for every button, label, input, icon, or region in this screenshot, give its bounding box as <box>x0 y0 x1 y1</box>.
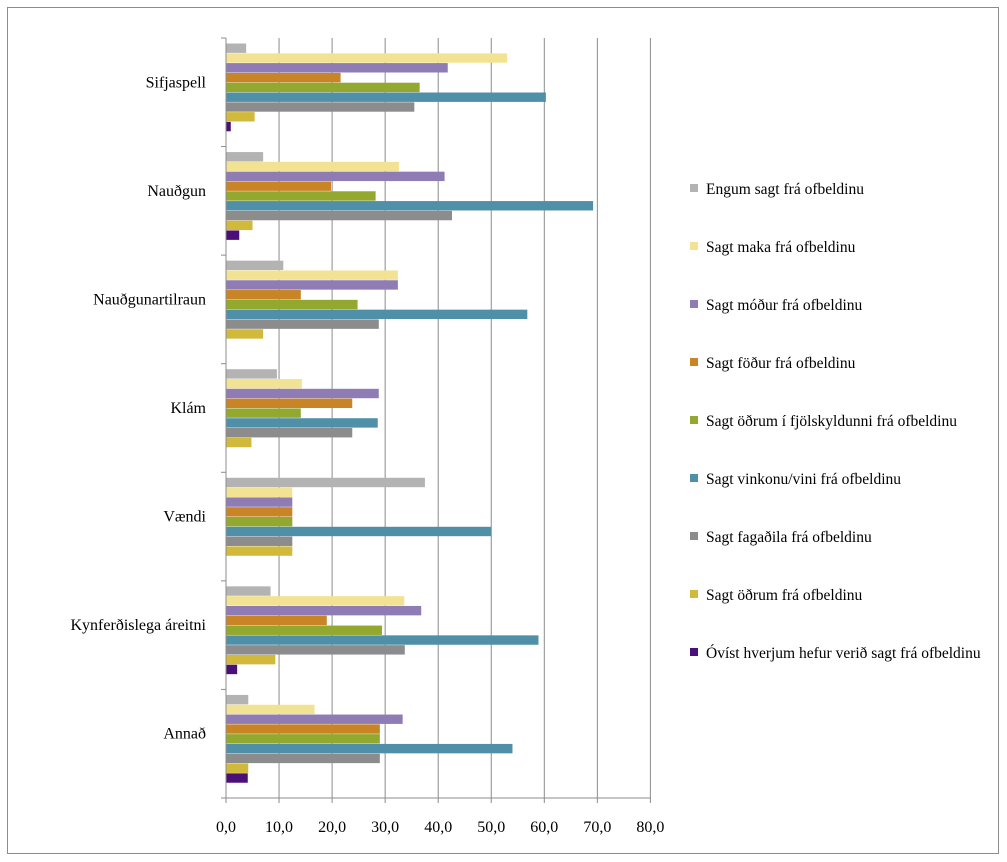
bar-1-1 <box>226 43 247 53</box>
bar-2-1 <box>226 53 508 63</box>
x-tick-label: 10,0 <box>265 819 293 836</box>
legend-swatch <box>690 242 698 250</box>
bar-4-4 <box>226 398 353 409</box>
x-tick-label: 60,0 <box>530 819 558 836</box>
legend-label: Sagt öðrum frá ofbeldinu <box>706 587 863 604</box>
category-label: Nauðgunartilraun <box>93 291 206 308</box>
bar-8-2 <box>226 220 253 231</box>
bar-8-3 <box>226 329 264 339</box>
bar-9-1 <box>226 121 231 132</box>
bar-6-3 <box>226 309 528 320</box>
category-label: Sifjaspell <box>146 74 207 91</box>
bar-4-5 <box>226 507 293 517</box>
chart-frame <box>7 7 999 854</box>
bar-3-2 <box>226 171 445 182</box>
category-label: Vændi <box>163 509 206 526</box>
legend-label: Óvíst hverjum hefur verið sagt frá ofbel… <box>706 645 981 662</box>
bar-3-4 <box>226 388 379 399</box>
bar-6-4 <box>226 418 378 428</box>
legend-swatch <box>690 358 698 366</box>
bar-9-6 <box>226 664 238 675</box>
bar-4-7 <box>226 724 380 734</box>
bar-7-7 <box>226 753 380 764</box>
bar-1-7 <box>226 694 249 705</box>
legend-swatch <box>690 416 698 424</box>
x-tick-label: 70,0 <box>583 819 611 836</box>
bar-6-1 <box>226 92 546 102</box>
category-label: Kynferðislega áreitni <box>71 617 207 634</box>
bar-4-1 <box>226 72 341 83</box>
legend-label: Sagt vinkonu/vini frá ofbeldinu <box>706 471 901 488</box>
legend-label: Sagt fagaðila frá ofbeldinu <box>706 529 872 546</box>
bar-3-5 <box>226 497 293 507</box>
bar-5-7 <box>226 734 380 744</box>
bar-5-3 <box>226 299 358 310</box>
bar-7-3 <box>226 319 379 329</box>
bar-1-2 <box>226 152 264 162</box>
bar-1-5 <box>226 477 425 488</box>
bar-5-4 <box>226 408 301 418</box>
x-tick-label: 50,0 <box>477 819 505 836</box>
bar-1-6 <box>226 586 271 596</box>
legend-label: Sagt móður frá ofbeldinu <box>706 297 863 314</box>
legend-label: Sagt maka frá ofbeldinu <box>706 239 856 256</box>
bar-1-4 <box>226 369 277 379</box>
legend-swatch <box>690 590 698 598</box>
bar-2-6 <box>226 596 405 606</box>
legend-swatch <box>690 532 698 540</box>
bar-9-2 <box>226 230 240 240</box>
bar-4-6 <box>226 615 327 626</box>
bar-7-2 <box>226 210 452 221</box>
bar-7-6 <box>226 645 405 655</box>
bar-6-2 <box>226 201 594 211</box>
bar-4-3 <box>226 290 301 300</box>
bar-8-5 <box>226 546 293 556</box>
x-tick-label: 20,0 <box>318 819 346 836</box>
bar-8-6 <box>226 654 276 665</box>
x-tick-label: 30,0 <box>371 819 399 836</box>
bar-1-3 <box>226 260 284 271</box>
x-tick-label: 80,0 <box>636 819 664 836</box>
bar-5-5 <box>226 516 293 527</box>
legend-swatch <box>690 474 698 482</box>
bar-5-2 <box>226 191 376 201</box>
bar-3-3 <box>226 280 398 290</box>
bar-5-6 <box>226 625 382 635</box>
bar-2-3 <box>226 270 398 280</box>
bar-2-4 <box>226 379 302 389</box>
legend-label: Sagt öðrum í fjölskyldunni frá ofbeldinu <box>706 413 957 430</box>
legend-swatch <box>690 300 698 308</box>
bar-6-6 <box>226 635 539 645</box>
bar-2-5 <box>226 487 293 497</box>
bar-4-2 <box>226 181 332 191</box>
category-label: Annað <box>163 726 206 743</box>
legend-swatch <box>690 184 698 192</box>
bar-8-4 <box>226 437 252 448</box>
bar-8-1 <box>226 112 255 122</box>
bar-3-6 <box>226 605 422 616</box>
category-label: Klám <box>170 400 206 417</box>
bar-6-5 <box>226 526 492 537</box>
bar-6-7 <box>226 743 513 754</box>
bar-3-7 <box>226 714 403 724</box>
bar-7-1 <box>226 102 415 112</box>
bar-2-2 <box>226 161 399 172</box>
bar-7-5 <box>226 536 293 546</box>
legend-label: Sagt föður frá ofbeldinu <box>706 355 856 372</box>
bar-3-1 <box>226 63 448 73</box>
legend-label: Engum sagt frá ofbeldinu <box>706 181 864 198</box>
bar-8-7 <box>226 763 249 773</box>
bar-7-4 <box>226 428 353 438</box>
category-label: Nauðgun <box>147 183 206 200</box>
x-tick-label: 0,0 <box>216 819 236 836</box>
bar-2-7 <box>226 704 315 715</box>
bar-5-1 <box>226 82 420 93</box>
legend-swatch <box>690 648 698 656</box>
bar-9-7 <box>226 773 248 783</box>
x-tick-label: 40,0 <box>424 819 452 836</box>
